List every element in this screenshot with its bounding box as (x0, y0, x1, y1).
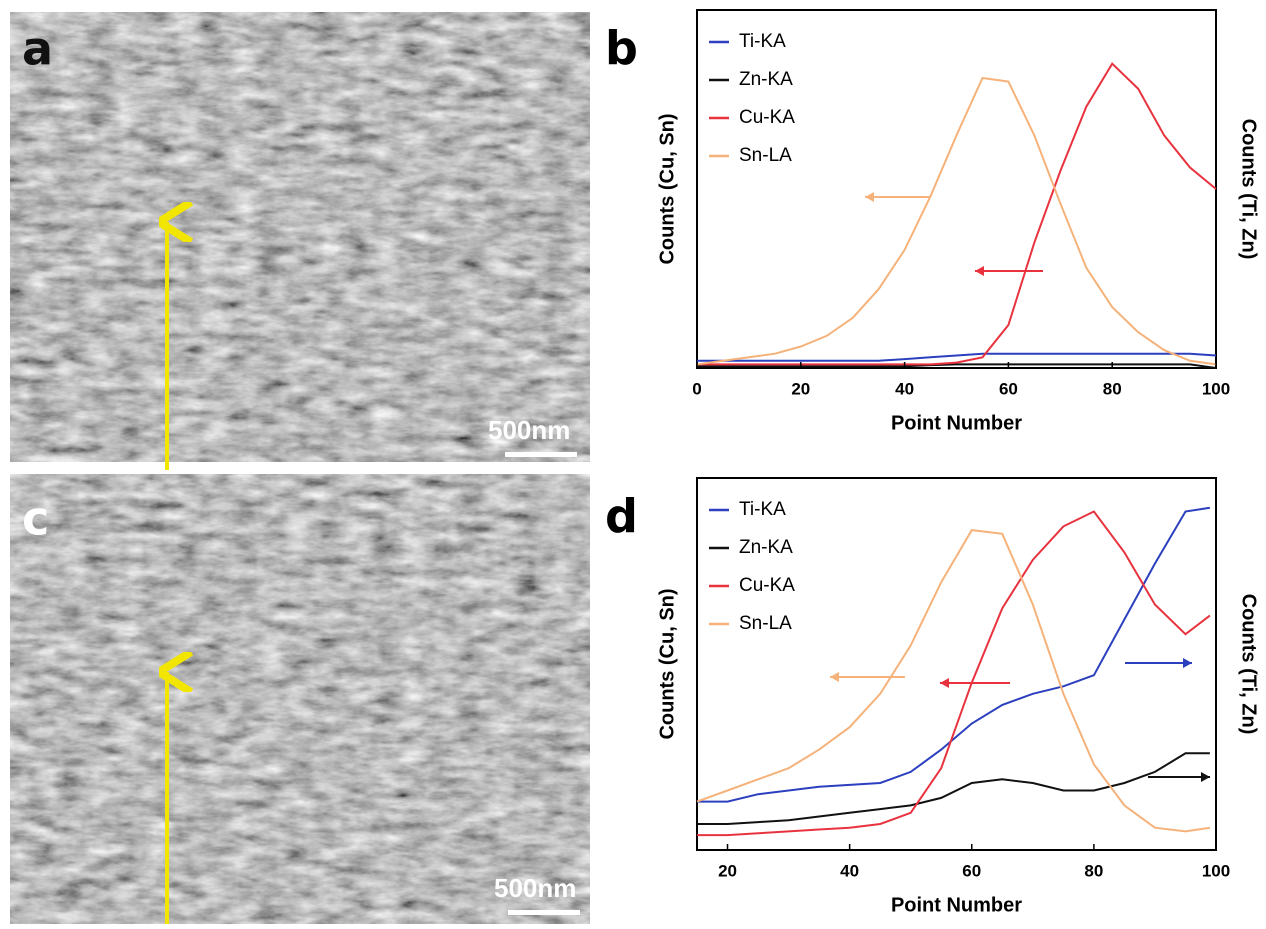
legend-label: Sn-LA (739, 613, 792, 634)
x-tick-label: 40 (840, 861, 859, 880)
legend-label: Zn-KA (739, 69, 793, 90)
x-tick-label: 80 (1103, 379, 1122, 398)
panel-label: b (605, 22, 638, 76)
indicator-arrowhead (1201, 772, 1210, 782)
legend-label: Cu-KA (739, 575, 795, 596)
x-tick-label: 20 (791, 379, 810, 398)
x-tick-label: 80 (1084, 861, 1103, 880)
panel-label: a (22, 22, 53, 76)
data-line (697, 752, 1210, 825)
indicator-arrowhead (865, 192, 874, 202)
x-tick-label: 100 (1202, 379, 1230, 398)
legend-label: Cu-KA (739, 107, 795, 128)
indicator-arrowhead (940, 678, 949, 688)
y2-axis-label: Counts (Ti, Zn) (1238, 119, 1260, 260)
legend-label: Sn-LA (739, 145, 792, 166)
indicator-arrowhead (1183, 658, 1192, 668)
legend-label: Zn-KA (739, 537, 793, 558)
indicator-arrowhead (975, 266, 984, 276)
scale-bar-label: 500nm (488, 415, 570, 445)
x-tick-label: 60 (999, 379, 1018, 398)
y-axis-label: Counts (Cu, Sn) (656, 113, 678, 264)
x-tick-label: 100 (1202, 861, 1230, 880)
y-axis-label: Counts (Cu, Sn) (656, 588, 678, 739)
legend-label: Ti-KA (739, 499, 786, 520)
y2-axis-label: Counts (Ti, Zn) (1238, 594, 1260, 735)
data-line (697, 506, 1211, 803)
data-line (697, 363, 1217, 369)
panel-label: c (22, 492, 49, 546)
x-tick-label: 20 (718, 861, 737, 880)
x-axis-label: Point Number (891, 412, 1022, 434)
indicator-arrowhead (830, 672, 839, 682)
x-axis-label: Point Number (891, 894, 1022, 916)
x-tick-label: 0 (692, 379, 701, 398)
data-line (697, 510, 1211, 837)
x-tick-label: 60 (962, 861, 981, 880)
data-line (696, 529, 1211, 833)
data-line (696, 76, 1217, 366)
sem-image-c: c 500nm (10, 474, 590, 924)
x-tick-label: 40 (895, 379, 914, 398)
data-line (697, 352, 1217, 362)
sem-image-a: a 500nm (10, 12, 590, 470)
plot-frame (696, 9, 1217, 369)
panel-label: d (605, 490, 638, 544)
scale-bar-label: 500nm (494, 873, 576, 903)
plot-frame (696, 477, 1217, 851)
data-line (697, 62, 1217, 366)
legend-label: Ti-KA (739, 31, 786, 52)
